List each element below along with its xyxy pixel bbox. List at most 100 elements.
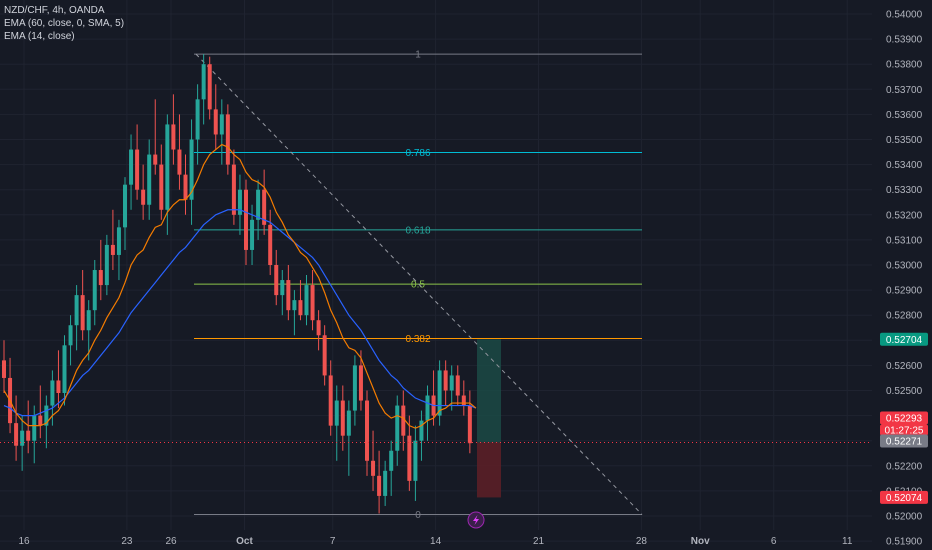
candle-body [147,154,152,205]
candle-body [310,285,315,321]
candle-body [92,270,97,311]
candle-body [425,395,430,421]
candle [231,149,236,225]
fibonacci-retracement[interactable]: 1 0.786 0.618 0.5 0.382 0 [194,50,642,521]
trendline[interactable] [195,53,643,515]
candle [2,340,6,394]
candle-body [62,345,67,394]
candle [455,365,460,406]
candle [26,400,31,454]
candle [437,360,442,426]
candle [310,270,315,331]
candle-body [250,219,255,250]
price-tick-label: 0.53300 [886,185,923,196]
candle-body [413,440,418,481]
candle [316,310,321,351]
candle [183,154,188,215]
candle-body [340,400,345,436]
candle [177,114,182,190]
candle [286,265,291,321]
candle [135,124,140,200]
position-tool[interactable] [477,339,501,498]
tag-text: 0.52293 [886,414,923,425]
last-price-tag: 0.52293 [880,411,928,425]
candle [346,400,351,476]
tag-background [880,411,928,425]
candle [104,234,109,296]
indicator-ema60-label[interactable]: EMA (60, close, 0, SMA, 5) [4,18,125,29]
candle-body [44,405,49,426]
candle-body [80,295,85,331]
candle-body [346,410,351,436]
candle-body [104,244,109,286]
time-tick-label: 26 [165,536,177,547]
candle-body [401,405,406,436]
candle-body [334,400,339,426]
time-tick-label: Nov [691,536,710,547]
price-tick-label: 0.53800 [886,60,923,71]
candle-body [153,154,158,165]
candle [389,440,394,496]
candle-body [358,365,363,401]
candle-body [256,189,261,220]
candle [165,114,170,235]
fib-level-label: 0.618 [405,225,430,236]
candle-body [467,405,472,444]
candle-body [141,189,146,205]
candle-body [38,415,43,426]
candle [147,139,152,220]
candle [80,270,85,341]
candle-body [86,310,91,331]
time-tick-label: 7 [330,536,336,547]
candle-body [183,174,188,200]
candle [92,259,97,326]
candle-body [383,470,388,496]
lightning-icon[interactable] [467,511,485,529]
indicator-ema14-label[interactable]: EMA (14, close) [4,31,75,42]
fib-level-label: 0 [415,510,421,521]
time-tick-label: 6 [771,536,777,547]
candle-body [50,380,55,406]
price-tick-label: 0.52500 [886,386,923,397]
candle-body [262,189,267,225]
candle [383,460,388,506]
candle [207,56,212,120]
price-tick-label: 0.52900 [886,286,923,297]
candle-body [298,300,303,316]
price-tick-label: 0.53400 [886,160,923,171]
tag-text: 0.52704 [886,335,923,346]
price-axis[interactable]: 0.54000 0.53900 0.53800 0.53700 0.53600 0.535… [886,10,923,548]
candle [32,405,37,464]
candle-body [129,149,134,185]
candle [56,350,61,409]
candle-body [389,450,394,471]
candle-body [237,189,242,215]
candle [189,119,194,225]
candle-body [20,430,25,446]
candle [395,395,400,466]
time-axis[interactable]: 16 23 26 Oct 7 14 21 28 Nov 6 11 [18,536,852,547]
candle-body [213,109,218,135]
candle [352,355,357,426]
tag-background [880,332,928,346]
tag-background [880,490,928,504]
time-tick-label: 28 [636,536,648,547]
tag-background [880,434,928,448]
price-tick-label: 0.53700 [886,85,923,96]
candle-body [292,300,297,311]
price-tick-label: 0.53000 [886,261,923,272]
symbol-title[interactable]: NZD/CHF, 4h, OANDA [4,5,105,16]
candle-body [177,149,182,175]
price-tick-label: 0.52800 [886,311,923,322]
candle [274,249,279,306]
candle [171,94,176,165]
candle-body [56,380,61,394]
candle [280,270,285,316]
time-tick-label: 11 [842,536,853,547]
candle-body [189,139,194,200]
candle [129,134,134,210]
candle [443,360,448,406]
candle-body [377,475,382,496]
candle [219,99,224,165]
